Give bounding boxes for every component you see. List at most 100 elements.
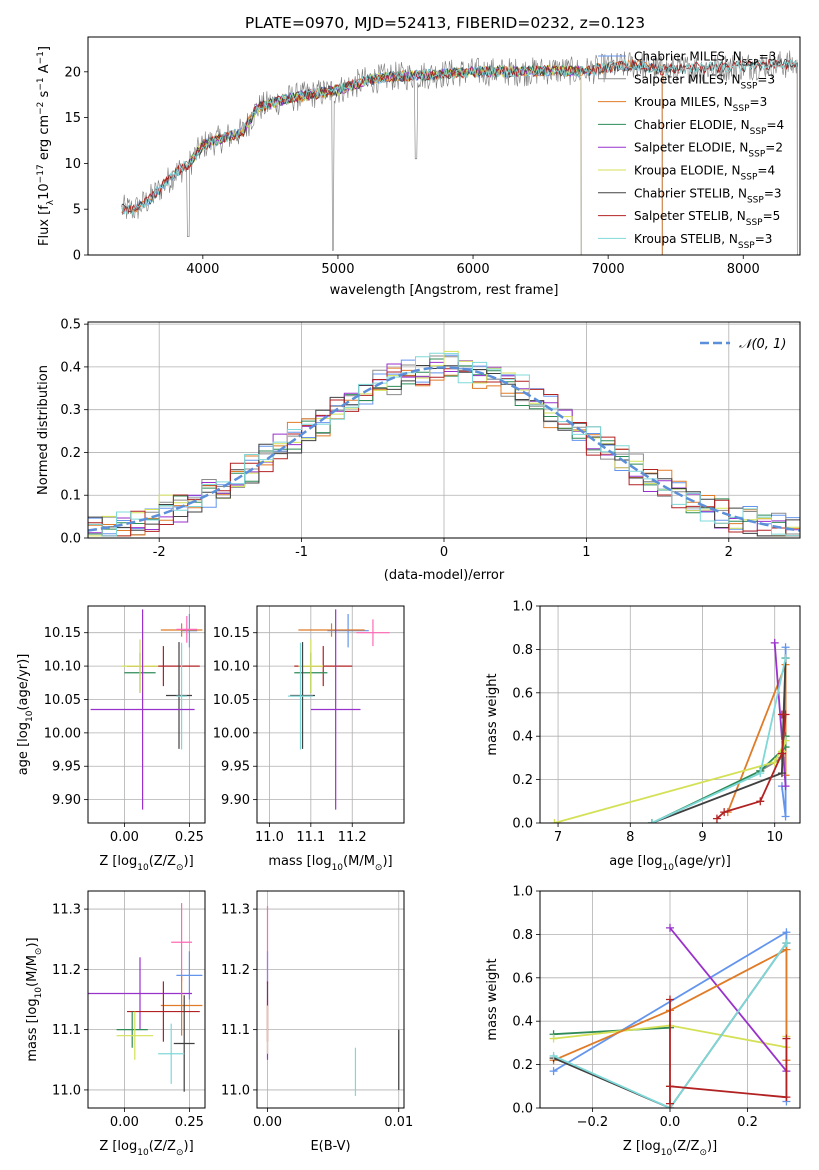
y-tick-label: 10.00 [44, 726, 81, 741]
legend-entry-part: SSP [741, 173, 758, 183]
weight-series [647, 654, 790, 823]
chart-residuals: -2 -1 0 1 2 0.0 0.1 0.2 0.3 0.4 0.5 [60, 318, 801, 560]
x-tick-label: 1 [582, 545, 590, 560]
y-tick-label: 0.5 [60, 318, 81, 333]
axes-frame [87, 890, 206, 1109]
error-point [288, 642, 313, 750]
y-tick-label: 10.15 [44, 626, 81, 641]
y-tick-label: 0.6 [512, 686, 533, 701]
chart-age_vs_mass: 11.0 11.1 11.2 9.90 9.95 10.00 10.05 10.10 10.15 [213, 605, 405, 845]
legend-entry-part: Chabrier STELIB, N [634, 186, 747, 200]
plot-area [88, 606, 205, 823]
weight-series [712, 710, 790, 823]
x-axis-label-part: (Z/Z [672, 1139, 699, 1154]
weight-marker [782, 928, 791, 937]
weight-series [666, 923, 791, 1076]
legend-entry-part: =2 [765, 141, 783, 155]
x-tick-label: 4000 [186, 262, 219, 277]
plot-area [540, 606, 800, 823]
x-axis-label: Z [log10(Z/Z⊙)] [623, 1139, 717, 1158]
legend-entry: Salpeter ELODIE, NSSP=2 [634, 141, 783, 160]
y-axis-label-part: s [37, 90, 52, 101]
x-tick-label: 0.25 [175, 830, 204, 845]
y-axis-label-part: 10 [25, 710, 35, 722]
data-spectrum-line [121, 50, 798, 251]
axes-frame [256, 605, 405, 824]
legend-entry-part: Kroupa MILES, N [634, 95, 733, 109]
error-point [116, 1011, 153, 1060]
error-point [181, 614, 198, 648]
x-tick-label: 0.0 [660, 1115, 681, 1130]
legend-entry-part: Kroupa ELODIE, N [634, 164, 741, 178]
y-axis-label-part: −1 [36, 77, 46, 90]
legend-entry-part: =3 [759, 50, 777, 64]
y-tick-label: 10.05 [44, 693, 81, 708]
weight-marker [781, 812, 790, 821]
legend-entry-part: SSP [733, 104, 750, 114]
error-point [160, 975, 203, 1036]
y-tick-label: 11.3 [221, 903, 250, 918]
legend-entry-part: SSP [746, 218, 763, 228]
legend-entry-part: =3 [757, 72, 775, 86]
legend-entry-part: Kroupa STELIB, N [634, 232, 738, 246]
weight-marker [777, 710, 786, 719]
legend-entry: Kroupa STELIB, NSSP=3 [634, 232, 772, 251]
error-point [356, 619, 390, 647]
x-tick-label: -2 [153, 545, 166, 560]
y-axis-label-part: (M/M [25, 955, 40, 987]
y-tick-label: 9.95 [52, 760, 81, 775]
y-tick-label: 0.0 [60, 532, 81, 547]
weight-marker [781, 782, 790, 791]
weight-series [666, 995, 791, 1108]
model-spectrum-line [189, 64, 582, 255]
axes-frame [256, 890, 405, 1109]
y-tick-label: 11.2 [221, 963, 250, 978]
x-axis-label: Z [log10(Z/Z⊙)] [99, 1139, 193, 1158]
error-point [176, 951, 203, 1000]
x-axis-label-part: Z [log [623, 1139, 661, 1154]
legend-entry-part: Chabrier ELODIE, N [634, 118, 750, 132]
weight-marker [549, 1034, 558, 1043]
chart-title: PLATE=0970, MJD=52413, FIBERID=0232, z=0… [245, 14, 645, 32]
weight-marker [550, 819, 559, 823]
y-tick-label: 10.15 [213, 626, 250, 641]
y-tick-label: 0.8 [512, 643, 533, 658]
error-point [90, 609, 195, 810]
error-point [166, 642, 192, 749]
x-axis-label-part: ⊙ [176, 863, 184, 873]
y-axis-label: Flux [fλ10−17 erg cm−2 s−1 A−1] [36, 46, 56, 246]
x-axis-label-part: age [log [609, 854, 662, 869]
legend-entry: Chabrier MILES, NSSP=3 [634, 50, 776, 69]
x-tick-label: 7000 [592, 262, 625, 277]
x-axis-label-part: 10 [137, 863, 149, 873]
y-axis-label-part: erg cm [37, 115, 52, 164]
x-axis-label-part: ⊙ [699, 1148, 707, 1158]
x-axis-label: mass [log10(M/M⊙)] [268, 854, 392, 873]
y-tick-label: 11.0 [221, 1083, 250, 1098]
y-tick-label: 10.05 [213, 693, 250, 708]
y-tick-label: 11.0 [52, 1083, 81, 1098]
legend-entry-part: Salpeter STELIB, N [634, 209, 746, 223]
x-tick-label: 0.2 [737, 1115, 758, 1130]
y-tick-label: 11.2 [52, 963, 81, 978]
x-tick-label: 8000 [727, 262, 760, 277]
legend-entry-part: SSP [738, 241, 755, 251]
y-axis-label-part: )] [25, 937, 40, 947]
weight-marker [770, 638, 779, 647]
y-tick-label: 20 [64, 65, 81, 80]
x-tick-label: −0.2 [577, 1115, 609, 1130]
x-tick-label: 0 [440, 545, 448, 560]
chart-age_vs_Z: 0.00 0.25 9.90 9.95 10.00 10.05 10.10 10.15 [44, 605, 206, 845]
weight-marker [666, 1082, 674, 1091]
x-tick-label: 10 [766, 830, 783, 845]
x-tick-label: 6000 [457, 262, 490, 277]
error-point [158, 1023, 185, 1084]
x-axis-label-part: 10 [661, 1148, 673, 1158]
weight-marker [781, 643, 790, 652]
y-axis-label-part: 10 [34, 987, 44, 999]
weight-marker [782, 1034, 791, 1043]
weight-line [553, 942, 788, 1108]
legend-entry-part: Chabrier MILES, N [634, 50, 742, 64]
x-axis-label: wavelength [Angstrom, rest frame] [330, 283, 559, 298]
